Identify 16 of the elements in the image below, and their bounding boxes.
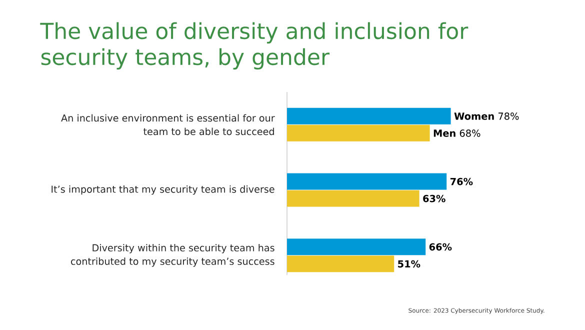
bar xyxy=(287,108,451,124)
y-tick-label: An inclusive environment is essential for our team to be able to succeed xyxy=(61,114,275,136)
data-label: 63% xyxy=(423,194,446,202)
bar xyxy=(287,190,420,207)
chart-title: The value of diversity and inclusion for security teams, by gender xyxy=(40,22,468,70)
data-label: 66% xyxy=(429,243,452,251)
data-label: 51% xyxy=(398,260,420,268)
bar xyxy=(287,124,430,142)
y-tick-label: It’s important that my security team is diverse xyxy=(52,185,274,195)
y-tick-label: Diversity within the security team has contributed to my security team’s success xyxy=(71,244,274,267)
data-label: 76% xyxy=(450,178,473,186)
bar xyxy=(287,238,426,256)
data-label: Women 78% xyxy=(454,112,519,120)
bar xyxy=(287,256,394,272)
data-label: Men 68% xyxy=(434,130,480,137)
bar xyxy=(287,173,447,190)
